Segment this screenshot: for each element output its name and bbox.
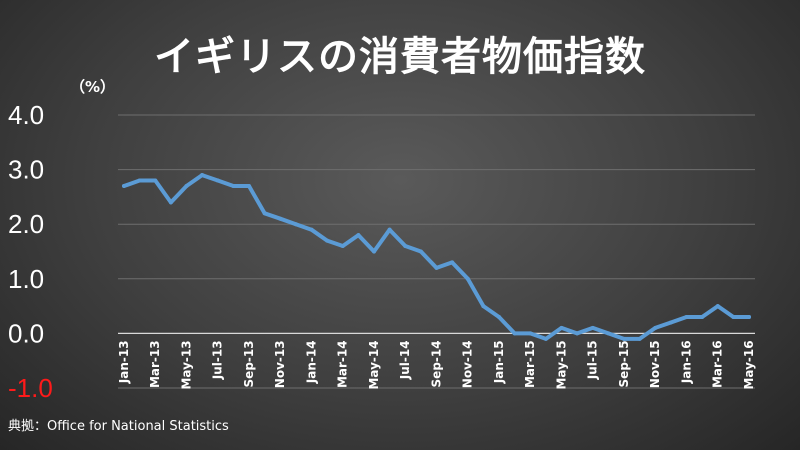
data-point — [715, 304, 720, 309]
series-group — [122, 173, 751, 341]
x-tick-label: Nov-13 — [273, 340, 287, 388]
data-point — [418, 249, 423, 254]
data-point — [747, 315, 751, 320]
x-tick-label: Mar-16 — [711, 340, 725, 388]
data-point — [700, 315, 705, 320]
data-point — [309, 227, 314, 232]
x-tick-label: Sep-15 — [617, 340, 631, 387]
data-point — [481, 304, 486, 309]
x-tick-label: Jul-15 — [586, 340, 600, 380]
data-point — [590, 325, 595, 330]
x-tick-label: Jan-13 — [117, 340, 131, 384]
data-point — [278, 216, 283, 221]
data-point — [247, 183, 251, 188]
y-tick-label: 3.0 — [8, 155, 44, 185]
x-tick-label: Jul-13 — [211, 340, 225, 380]
x-tick-label: Sep-13 — [242, 340, 256, 387]
data-point — [606, 331, 611, 336]
y-tick-label: 1.0 — [8, 264, 44, 294]
data-point — [200, 173, 205, 178]
y-tick-label: -1.0 — [8, 373, 53, 403]
y-tick-label: 4.0 — [8, 100, 44, 130]
series-line — [122, 173, 751, 341]
x-tick-label: Nov-15 — [648, 340, 662, 388]
y-tick-label: 0.0 — [8, 318, 44, 348]
data-point — [497, 315, 501, 320]
data-point — [153, 178, 158, 183]
data-point — [325, 238, 330, 243]
source-note: 典拠：Office for National Statistics — [8, 419, 229, 434]
x-tick-label: May-14 — [367, 340, 381, 389]
data-point — [528, 331, 533, 336]
data-point — [465, 276, 470, 281]
x-tick-label: Jan-15 — [492, 340, 506, 384]
data-point — [262, 211, 267, 216]
data-point — [434, 265, 439, 270]
data-point — [293, 222, 298, 227]
x-tick-label: Jan-14 — [305, 340, 319, 384]
x-tick-label: Jan-16 — [680, 340, 694, 384]
data-point — [372, 249, 376, 254]
y-tick-label: 2.0 — [8, 209, 44, 239]
data-point — [512, 331, 517, 336]
data-point — [231, 183, 236, 188]
y-axis-unit-label: （%） — [70, 78, 116, 96]
x-tick-label: Jul-14 — [398, 340, 412, 380]
data-point — [403, 244, 408, 249]
data-point — [168, 200, 173, 205]
data-point — [356, 233, 361, 238]
x-tick-label: May-16 — [742, 340, 756, 389]
x-tick-label: May-15 — [555, 340, 569, 389]
x-tick-label: Sep-14 — [430, 340, 444, 387]
x-axis-ticks: Jan-13 Mar-13 May-13 Jul-13 Sep-13 Nov-13 Jan-… — [117, 340, 756, 389]
data-point — [575, 331, 580, 336]
data-point — [215, 178, 220, 183]
x-tick-label: May-13 — [180, 340, 194, 389]
data-point — [122, 183, 126, 188]
data-point — [731, 315, 736, 320]
x-tick-label: Nov-14 — [461, 340, 475, 388]
gridlines — [118, 114, 755, 389]
x-tick-label: Mar-13 — [148, 340, 162, 388]
y-axis-ticks: -1.0 0.0 1.0 2.0 3.0 4.0 — [8, 100, 53, 403]
x-tick-label: Mar-14 — [336, 340, 350, 388]
data-point — [184, 183, 189, 188]
data-point — [637, 336, 642, 341]
data-point — [668, 320, 673, 325]
chart-title: イギリスの消費者物価指数 — [154, 34, 646, 80]
data-point — [137, 178, 142, 183]
data-point — [622, 336, 626, 341]
data-point — [684, 315, 689, 320]
data-point — [340, 244, 345, 249]
data-point — [450, 260, 455, 265]
x-tick-label: Mar-15 — [523, 340, 537, 388]
data-point — [653, 325, 658, 330]
data-point — [543, 336, 548, 341]
data-point — [559, 325, 564, 330]
data-point — [387, 227, 392, 232]
